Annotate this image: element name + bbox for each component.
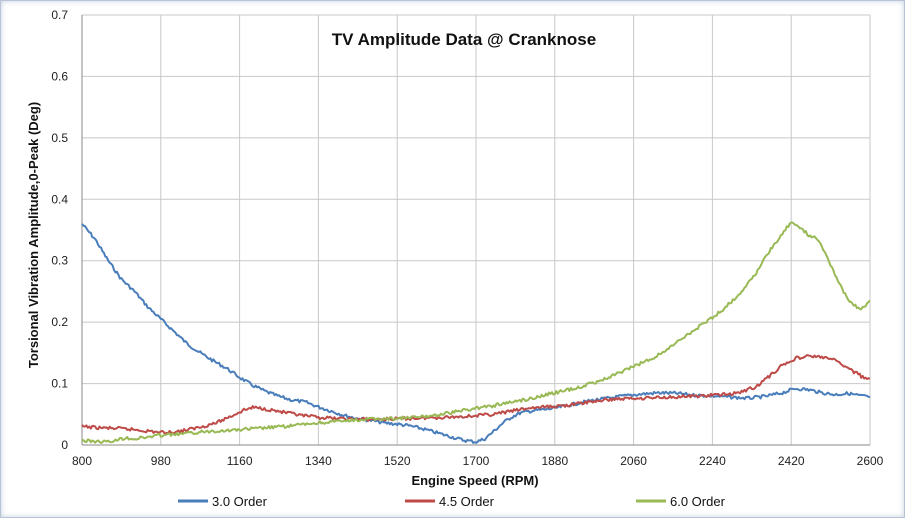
y-tick-label: 0.6 — [51, 69, 68, 83]
x-tick-labels: 800 980 1160 1340 1520 1700 1880 2060 2240 2420 26… — [72, 454, 884, 468]
x-tick-label: 1160 — [227, 454, 253, 468]
y-tick-label: 0.2 — [51, 315, 68, 329]
legend: 3.0 Order 4.5 Order 6.0 Order — [178, 494, 726, 509]
y-tick-label: 0 — [61, 438, 68, 452]
x-tick-label: 1520 — [384, 454, 411, 468]
x-tick-label: 1700 — [463, 454, 490, 468]
legend-label: 3.0 Order — [212, 494, 268, 509]
legend-label: 4.5 Order — [439, 494, 495, 509]
x-tick-label: 980 — [151, 454, 171, 468]
x-tick-label: 1880 — [541, 454, 568, 468]
x-tick-label: 2240 — [699, 454, 726, 468]
y-tick-label: 0.1 — [51, 377, 68, 391]
y-tick-label: 0.5 — [51, 131, 68, 145]
x-tick-label: 2600 — [857, 454, 884, 468]
y-axis-title: Torsional Vibration Amplitude,0-Peak (De… — [26, 102, 41, 368]
legend-label: 6.0 Order — [670, 494, 726, 509]
x-tick-label: 2420 — [778, 454, 805, 468]
x-tick-label: 1340 — [305, 454, 332, 468]
y-tick-label: 0.3 — [51, 254, 68, 268]
y-tick-label: 0.7 — [51, 8, 68, 22]
series-line-1 — [81, 223, 871, 444]
series-line-3 — [81, 221, 871, 444]
chart-title: TV Amplitude Data @ Cranknose — [332, 30, 596, 49]
y-tick-label: 0.4 — [51, 192, 68, 206]
y-tick-labels: 0 0.1 0.2 0.3 0.4 0.5 0.6 0.7 — [51, 8, 68, 452]
series-line-2 — [81, 354, 871, 436]
x-axis-title: Engine Speed (RPM) — [411, 473, 538, 488]
x-tick-label: 800 — [72, 454, 92, 468]
x-tick-label: 2060 — [620, 454, 647, 468]
grid-lines — [81, 14, 871, 446]
series-lines — [81, 221, 871, 444]
